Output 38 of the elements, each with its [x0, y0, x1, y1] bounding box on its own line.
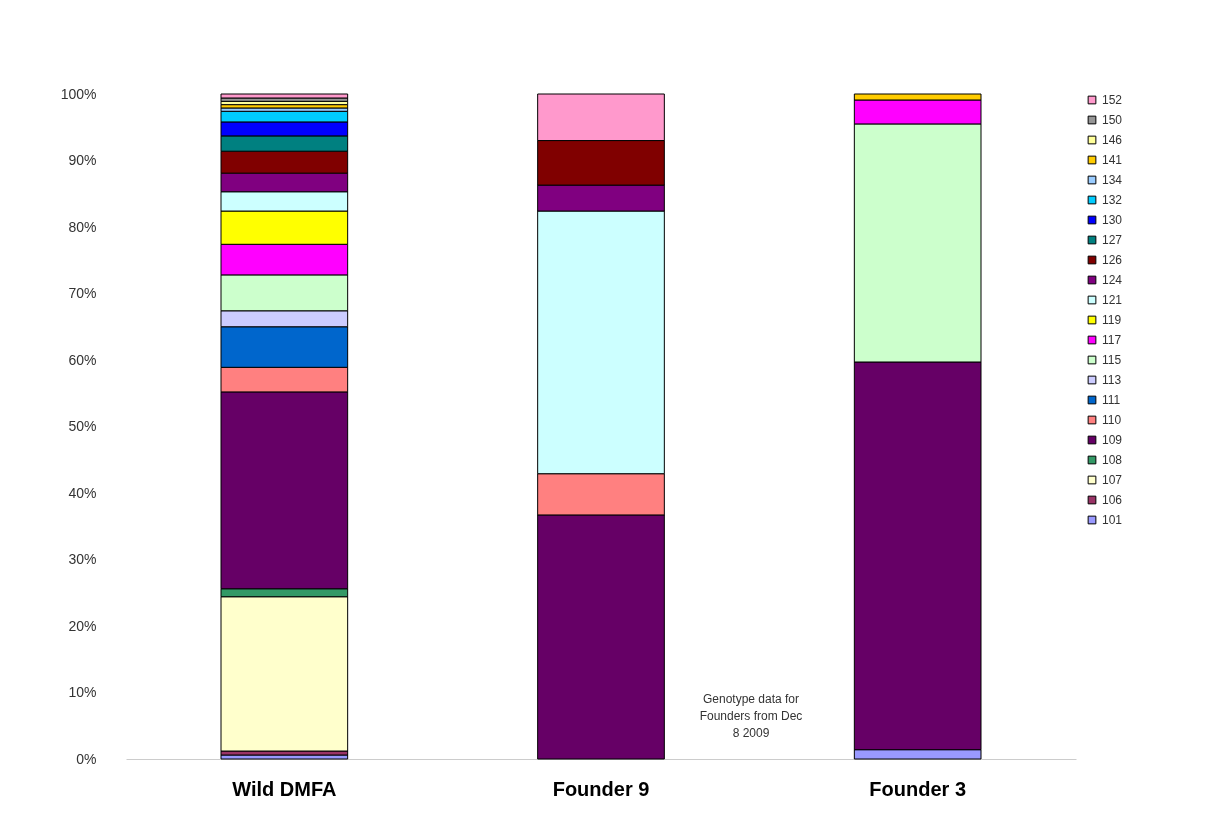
legend-label: 106 [1102, 493, 1123, 507]
legend-label: 109 [1102, 433, 1123, 447]
y-tick-label: 70% [68, 285, 97, 301]
y-tick-label: 30% [68, 551, 97, 567]
legend-label: 132 [1102, 193, 1123, 207]
y-tick-label: 100% [60, 85, 97, 102]
legend-label: 146 [1102, 133, 1123, 147]
legend-label: 119 [1102, 313, 1122, 327]
legend-label: 141 [1102, 153, 1123, 167]
annotation: Genotype data for Founders from Dec 8 2009 [699, 692, 803, 740]
y-tick-label: 80% [68, 218, 97, 235]
legend-label: 107 [1102, 473, 1123, 487]
legend-label: 126 [1102, 253, 1123, 267]
legend-label: 127 [1102, 233, 1123, 247]
x-tick-label: Wild DMFA [232, 777, 337, 800]
legend-label: 124 [1102, 273, 1123, 287]
legend-label: 152 [1102, 93, 1123, 107]
legend-label: 134 [1102, 173, 1123, 187]
y-tick-label: 10% [68, 684, 97, 700]
legend-label: 111 [1102, 393, 1121, 407]
legend-label: 150 [1102, 113, 1123, 127]
y-tick-label: 40% [68, 484, 97, 501]
legend-label: 113 [1102, 373, 1122, 387]
legend-label: 121 [1102, 293, 1123, 307]
legend-label: 130 [1102, 213, 1123, 227]
y-tick-label: 50% [68, 418, 97, 434]
x-tick-label: Founder 3 [869, 777, 966, 800]
y-tick-label: 60% [68, 351, 97, 368]
x-tick-label: Founder 9 [552, 777, 650, 800]
y-tick-label: 20% [68, 617, 97, 634]
legend-label: 108 [1102, 453, 1123, 467]
legend-label: 115 [1102, 353, 1122, 367]
y-tick-label: 90% [68, 152, 97, 168]
legend-label: 110 [1102, 413, 1122, 427]
bar [220, 93, 349, 99]
legend-label: 117 [1102, 333, 1122, 347]
y-tick-label: 0% [76, 750, 97, 767]
legend-label: 101 [1102, 513, 1123, 527]
